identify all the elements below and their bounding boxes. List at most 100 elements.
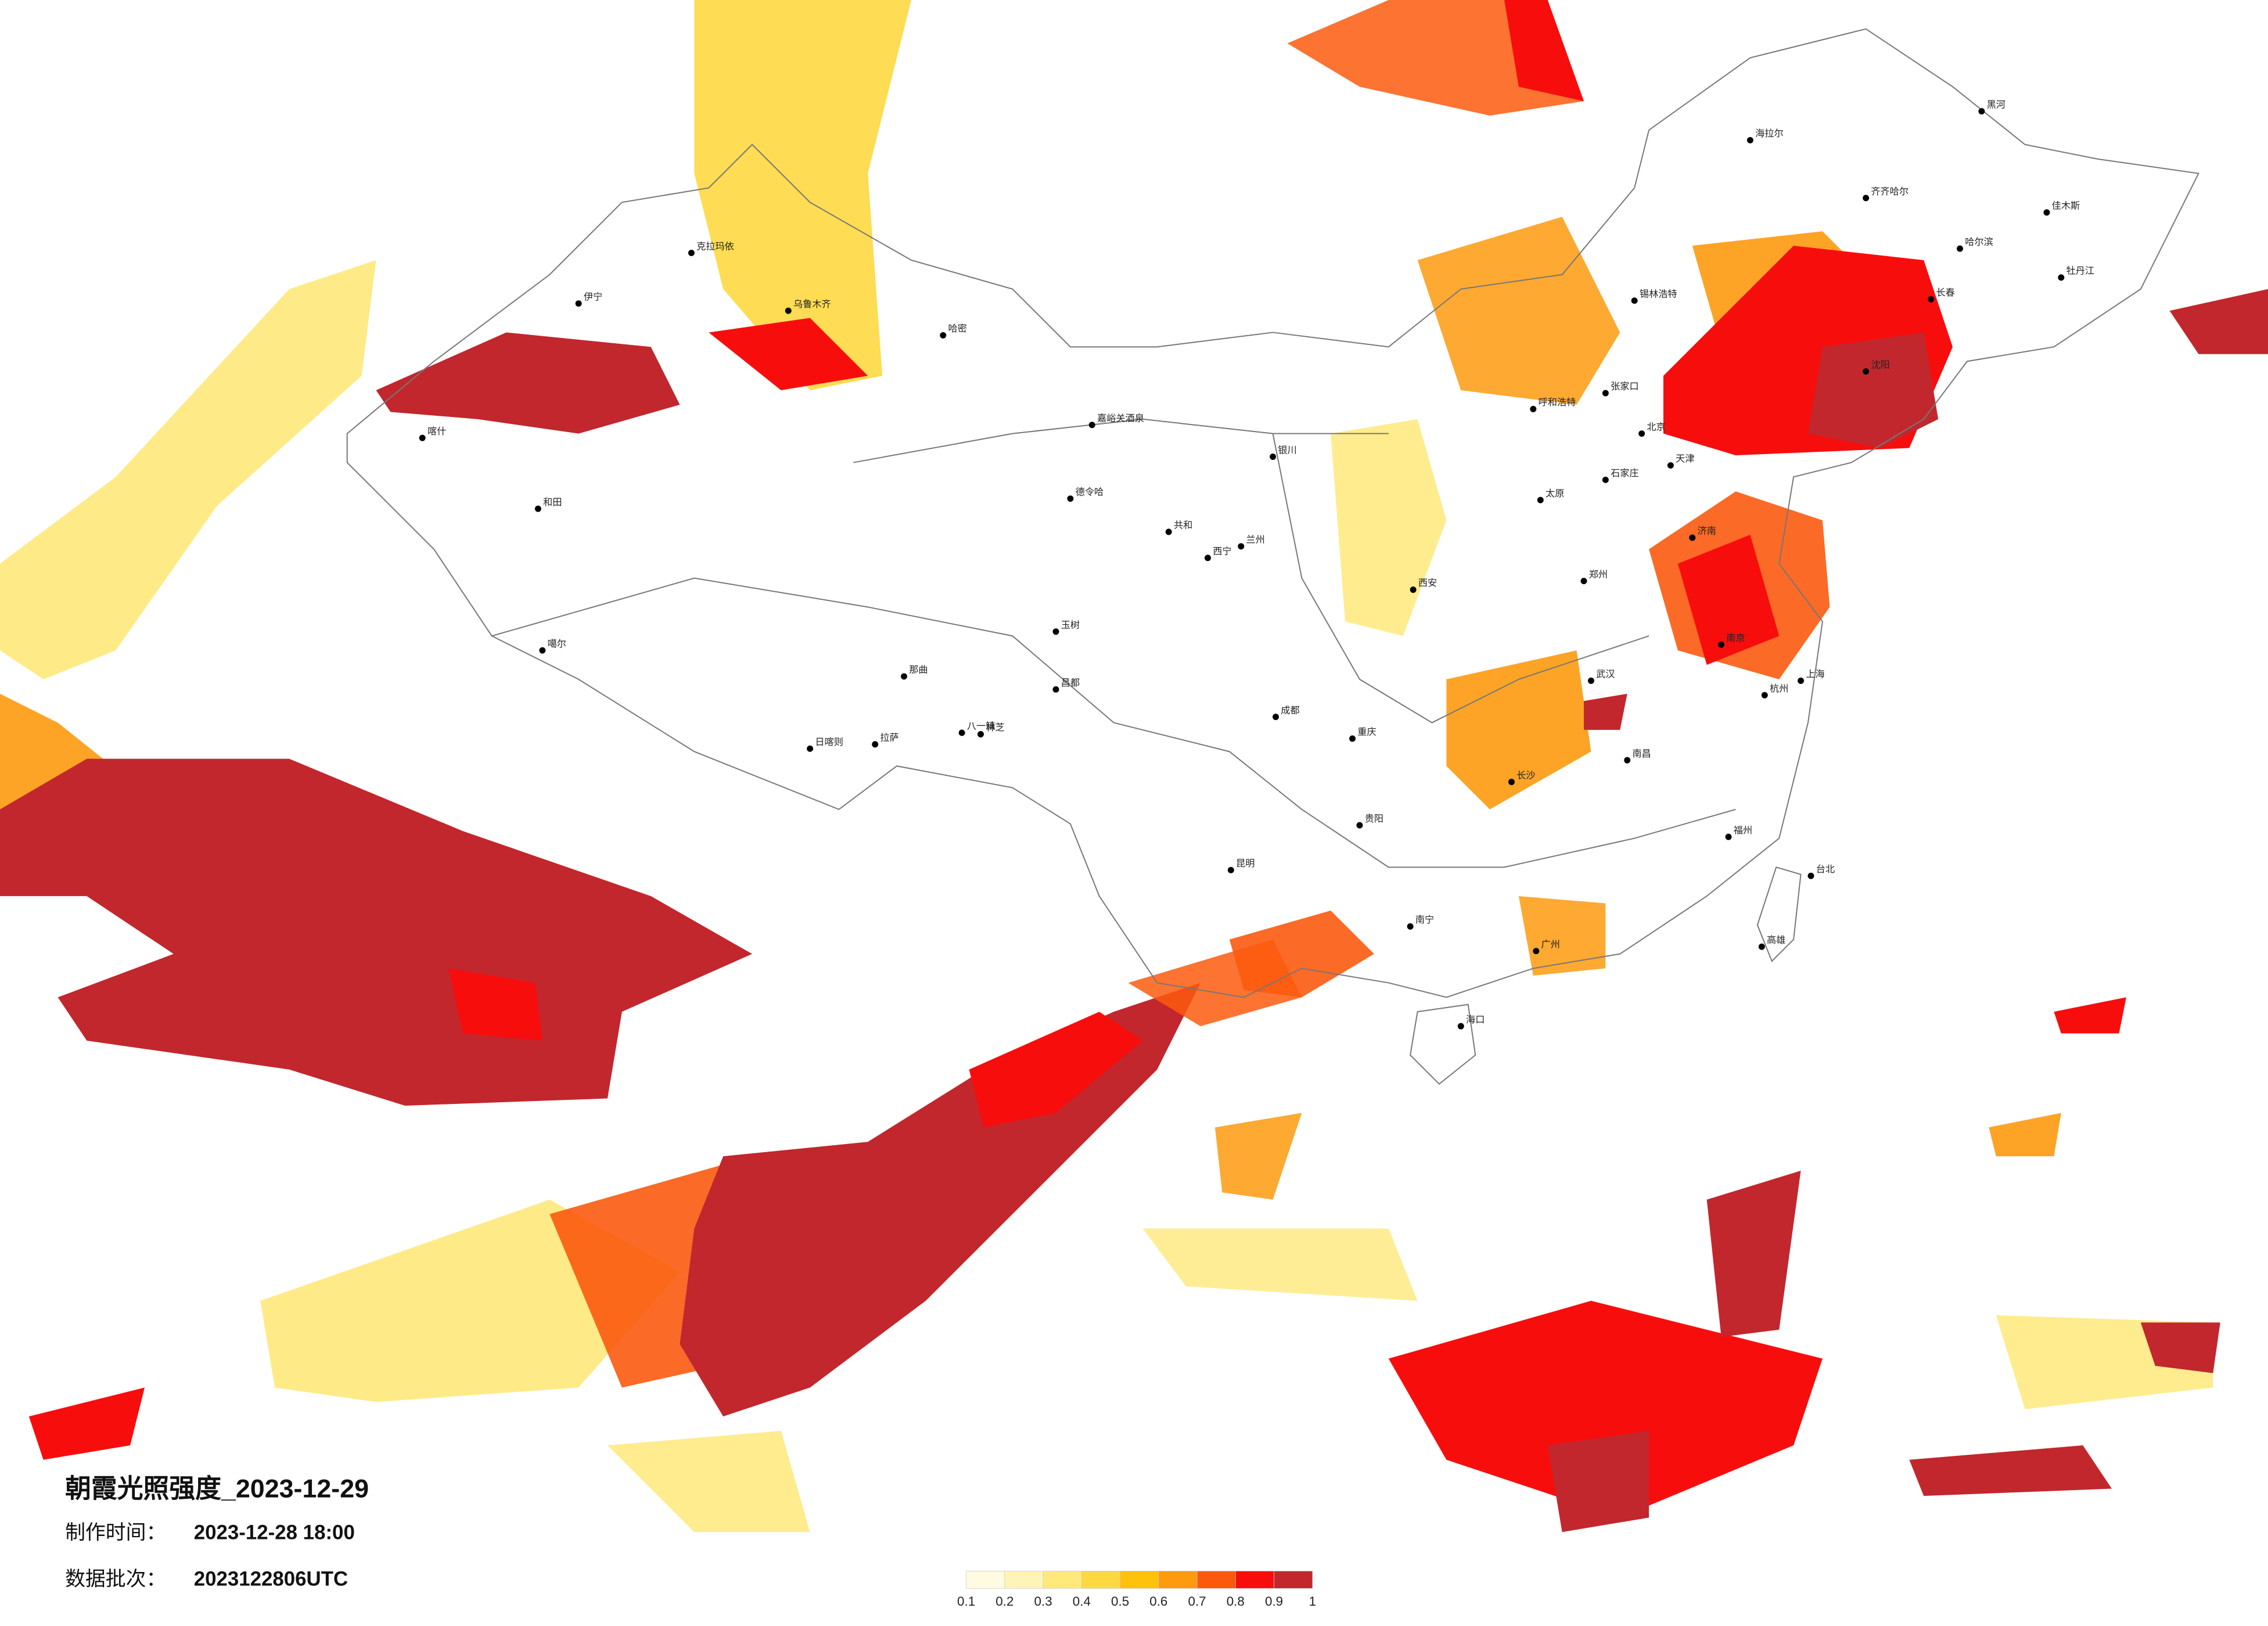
glow-area [2169,289,2268,354]
city-dot [1978,108,1985,115]
city-label: 上海 [1806,669,1824,679]
country-outline [346,28,2199,998]
city-dot [1798,677,1805,684]
city-label: 张家口 [1611,382,1639,392]
city-label: 和田 [543,497,562,508]
city-dot [419,434,426,441]
city-label: 伊宁 [584,292,602,302]
city-dot [1533,948,1540,955]
glow-area [1388,1301,1823,1518]
city-dot [1863,195,1870,202]
glow-area [1128,939,1302,1027]
city-label: 玉树 [1061,620,1080,630]
legend-swatch [1274,1571,1313,1589]
city-label: 克拉玛依 [696,241,734,251]
city-label: 日喀则 [815,737,843,747]
glow-area [1989,1113,2061,1157]
legend-tick-label: 0.2 [995,1594,1013,1609]
city-label: 拉萨 [880,733,898,743]
legend-swatch [1081,1571,1120,1589]
city-label: 西宁 [1213,546,1231,556]
glow-area [1808,332,1939,448]
glow-area [1706,1171,1801,1337]
legend-tick-label: 0.7 [1188,1594,1206,1609]
city-dot [1165,528,1172,535]
city-label: 银川 [1278,445,1296,455]
city-label: 南京 [1726,633,1745,643]
city-label: 南宁 [1415,915,1434,925]
city-label: 贵阳 [1365,814,1383,824]
borders [346,28,2199,1085]
city-label: 郑州 [1589,569,1608,580]
city-label: 石家庄 [1611,468,1639,479]
city-dot [785,307,792,314]
glow-area [2140,1322,2220,1373]
city-dot [1273,714,1279,720]
legend-tick-label: 0.4 [1073,1594,1091,1609]
city-dot [872,741,879,748]
legend-swatch [1043,1571,1082,1589]
city-dot [1807,872,1814,879]
city-dot [1052,628,1059,635]
city-dot [688,250,695,257]
city-dot [1624,757,1631,764]
city-label: 海口 [1466,1015,1485,1025]
city-dot [1270,454,1277,460]
city-label: 哈尔滨 [1965,237,1993,247]
city-label: 噶尔 [548,639,566,649]
city-dot [1631,297,1638,304]
legend-swatch [1120,1571,1159,1589]
glow-area [607,1431,810,1533]
legend-tick-label: 0.3 [1034,1594,1052,1609]
province-border [1113,722,1736,868]
glow-area [1909,1445,2112,1496]
city-label: 福州 [1734,825,1752,836]
glow-area [1214,1113,1302,1200]
glow-area [1331,419,1447,636]
glow-area [376,332,680,434]
city-dot [1537,497,1544,503]
legend-tick-label: 0.1 [957,1594,975,1609]
made-label: 制作时间： [65,1521,166,1544]
city-dot [1602,390,1609,397]
city-dot [1761,692,1768,699]
city-label: 呼和浩特 [1539,397,1576,408]
map-title: 朝霞光照强度_2023-12-29 [65,1474,369,1503]
city-label: 兰州 [1246,535,1265,545]
city-label: 北京 [1647,422,1665,432]
glow-area [448,968,542,1041]
island-outline [1410,1003,1476,1085]
city-dot [1227,866,1234,873]
city-label: 齐齐哈尔 [1871,186,1908,197]
city-dot [1718,641,1725,648]
city-dot [1587,677,1594,684]
city-dot [1205,555,1211,562]
glow-area [0,260,376,679]
legend-tick-label: 1 [1309,1594,1316,1609]
city-label: 喀什 [427,426,446,437]
glow-area [1677,534,1780,665]
city-dot [940,332,947,339]
city-label: 重庆 [1357,727,1376,738]
city-dot [1530,405,1537,412]
city-label: 西安 [1418,578,1437,588]
city-label: 林芝 [986,722,1004,733]
city-dot [1928,296,1935,303]
made-value: 2023-12-28 18:00 [194,1521,355,1544]
city-label: 八一镇 [967,721,995,732]
city-dot [1746,136,1753,143]
city-label: 海拉尔 [1755,128,1784,139]
legend-swatch [1196,1571,1236,1589]
city-dot [1356,822,1363,829]
city-label: 太原 [1545,488,1564,499]
city-dot [1689,534,1696,541]
legend: 0.1 0.2 0.3 0.4 0.5 0.6 0.7 0.8 0.9 1 [957,1571,1316,1609]
city-dot [2058,274,2065,281]
legend-swatch [1004,1571,1044,1589]
legend-tick-label: 0.5 [1111,1594,1129,1609]
city-dot [807,745,814,752]
city-label: 高雄 [1767,935,1785,945]
legend-tick-label: 0.6 [1149,1594,1167,1609]
